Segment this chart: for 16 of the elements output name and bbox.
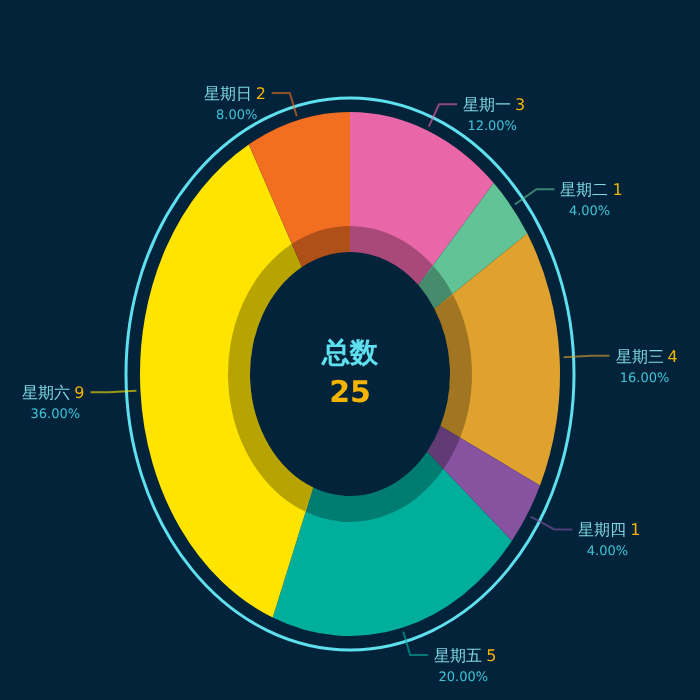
data-label: 5: [486, 646, 497, 665]
slice-label: 星期三: [615, 347, 664, 366]
text: 25: [329, 374, 371, 410]
data-label: 9: [74, 384, 85, 403]
data-label: 4: [667, 347, 678, 366]
slice-label: 星期六: [22, 384, 71, 403]
data-label: 2: [255, 85, 266, 104]
data-label: 1: [612, 181, 623, 200]
text: 总数: [320, 338, 380, 370]
slice-label: 星期四: [578, 521, 627, 540]
slice-label: 星期一: [463, 96, 512, 115]
data-label: 3: [515, 96, 526, 115]
slice-label: 星期日: [203, 85, 252, 104]
slice-label: 星期五: [434, 646, 483, 665]
data-label: 1: [630, 521, 641, 540]
slice-label: 星期二: [560, 181, 609, 200]
